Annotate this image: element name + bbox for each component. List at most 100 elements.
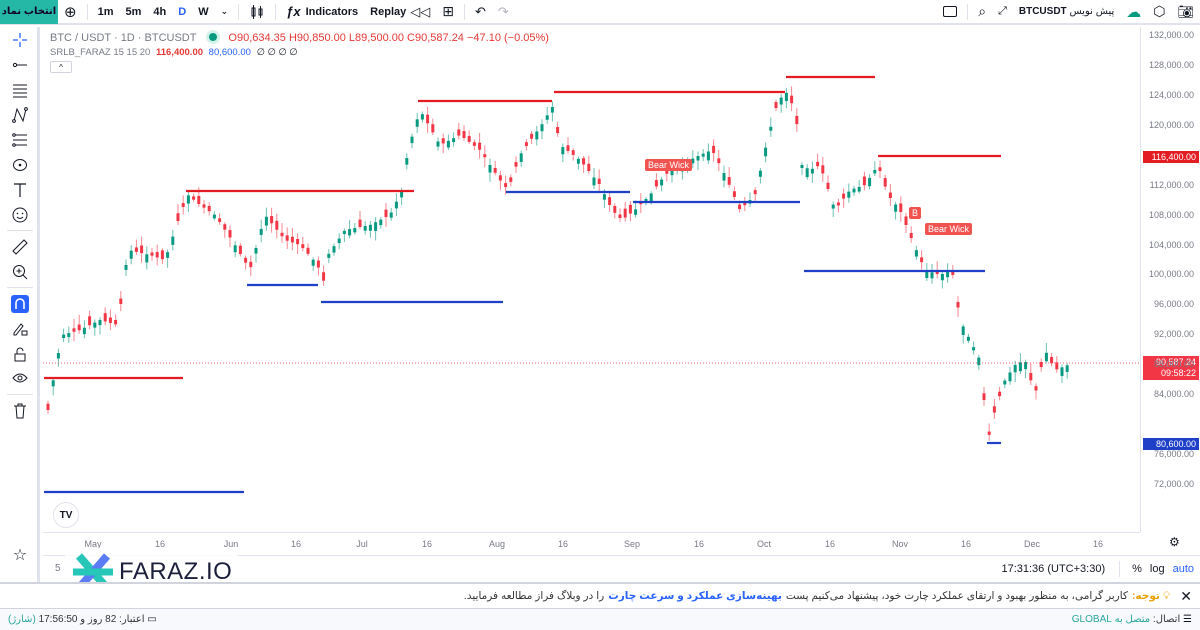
timeframe-4h[interactable]: 4h [153,5,167,18]
chart-type-button[interactable] [243,0,271,24]
candle-body [1034,386,1038,391]
candle-body [883,178,887,187]
zoom-tool[interactable] [0,259,40,284]
axis-settings-button[interactable]: ⚙ [1169,535,1180,549]
layout-name[interactable]: BTCUSDT پیش نویس [1018,6,1115,17]
star-icon: ☆ [12,546,28,564]
close-notice-button[interactable]: ✕ [1180,587,1192,604]
time-axis[interactable]: May 16 Jun 16 Jul 16 Aug 16 Sep 16 Oct 16 Nov 16 Dec 16 [43,532,1140,554]
lock-drawings-tool[interactable] [0,316,40,341]
symbol-search-button[interactable]: انتخاب نماد [0,0,58,24]
candle-body [394,201,398,209]
candle-body [62,334,66,339]
ohlc-open: O90,634.35 [228,32,286,44]
percent-toggle[interactable]: % [1132,562,1142,575]
undo-icon: ↶ [474,3,486,19]
text-tool[interactable] [0,177,40,202]
candle-body [914,250,918,257]
add-symbol-button[interactable]: ⊕ [58,0,83,24]
timeframe-d[interactable]: D [178,5,187,18]
lock-tool[interactable] [0,341,40,366]
candle-body [868,177,872,187]
timeframe-5m[interactable]: 5m [125,5,142,18]
fullscreen-button[interactable]: ⤢ [992,0,1013,24]
redo-icon: ↷ [497,3,509,19]
timeframe-w[interactable]: W [198,5,209,18]
candle-body [816,161,820,167]
fib-tool[interactable] [0,77,40,102]
notice-link[interactable]: بهینه‌سازی عملکرد و سرعت چارت [608,590,782,602]
delete-drawings-tool[interactable] [0,398,40,423]
trendline-tool[interactable] [0,52,40,77]
pattern-icon [12,106,28,123]
quick-search-button[interactable]: ⌕ [972,0,992,24]
layout-button[interactable]: ⊞ [436,0,460,24]
notice-text: کاربر گرامی، به منظور بهبود و ارتقای عمل… [785,590,1128,602]
tradingview-logo[interactable]: TV [53,502,79,528]
undo-button[interactable]: ↶ [469,0,492,24]
candle-body [654,180,658,187]
candles-icon [251,4,263,19]
indicators-button[interactable]: ƒx Indicators [286,4,359,19]
measure-tool[interactable] [0,234,40,259]
redo-button[interactable]: ↷ [492,0,515,24]
price-chart-canvas[interactable] [43,27,1140,532]
lightbulb-icon: 💡︎ [1162,589,1171,602]
time-tick: Dec [1023,539,1041,549]
candle-body [145,254,149,263]
candle-body [270,216,274,224]
fullscreen-window-button[interactable] [937,0,963,24]
save-cloud-button[interactable]: ☁ [1120,0,1147,24]
clock[interactable]: 17:31:36 (UTC+3:30) [1001,562,1106,575]
snapshot-button[interactable]: 📷︎ [1171,0,1200,24]
candle-body [618,214,622,218]
time-tick: 16 [557,539,569,549]
candle-body [530,133,534,139]
candle-body [1055,362,1059,370]
candle-body [88,316,92,326]
timeframe-1m[interactable]: 1m [97,5,114,18]
pattern-tool[interactable] [0,102,40,127]
candle-body [930,272,934,279]
indicator-name[interactable]: SRLB_FARAZ 15 15 20 [50,47,151,58]
symbol-title[interactable]: BTC / USDT · 1D · BTCUSDT [50,32,197,44]
log-toggle[interactable]: log [1149,562,1165,575]
collapse-legend-button[interactable]: ^ [50,61,72,73]
candle-body [1018,362,1022,372]
candle-body [701,153,705,157]
credit-recharge-link[interactable]: (شارژ) [8,614,36,625]
emoji-tool[interactable] [0,202,40,227]
projection-tool[interactable] [0,127,40,152]
candle-body [259,228,263,235]
candle-body [540,124,544,132]
candle-body [212,214,216,219]
time-tick: Oct [756,539,772,549]
replay-button[interactable]: Replay ◁◁ [370,3,431,19]
candle-body [176,213,180,221]
candle-body [415,119,419,127]
range-hint[interactable]: 5 [55,563,61,574]
candle-body [597,178,601,184]
candle-body [670,170,674,176]
drawing-toolbar: ☆ [0,27,40,582]
timeframe-dropdown[interactable]: ⌄ [215,0,235,24]
candle-body [290,236,294,243]
auto-toggle[interactable]: auto [1172,562,1194,575]
candle-body [940,274,944,281]
candle-body [103,313,107,322]
magnet-tool[interactable] [0,291,40,316]
candle-body [1024,362,1028,370]
time-tick: 16 [290,539,302,549]
hide-drawings-tool[interactable] [0,366,40,391]
candle-body [608,197,612,205]
favorites-tool[interactable]: ☆ [0,542,40,567]
time-tick: Jun [223,539,239,549]
brush-tool[interactable] [0,152,40,177]
candle-body [280,232,284,237]
candle-body [514,162,518,167]
crosshair-tool[interactable] [0,27,40,52]
candle-body [446,140,450,148]
settings-button[interactable]: ⬡ [1147,0,1171,24]
candle-body [379,219,383,226]
price-axis[interactable]: 116,400.00 90,587.24 09:58:22 80,600.00 … [1140,27,1200,549]
